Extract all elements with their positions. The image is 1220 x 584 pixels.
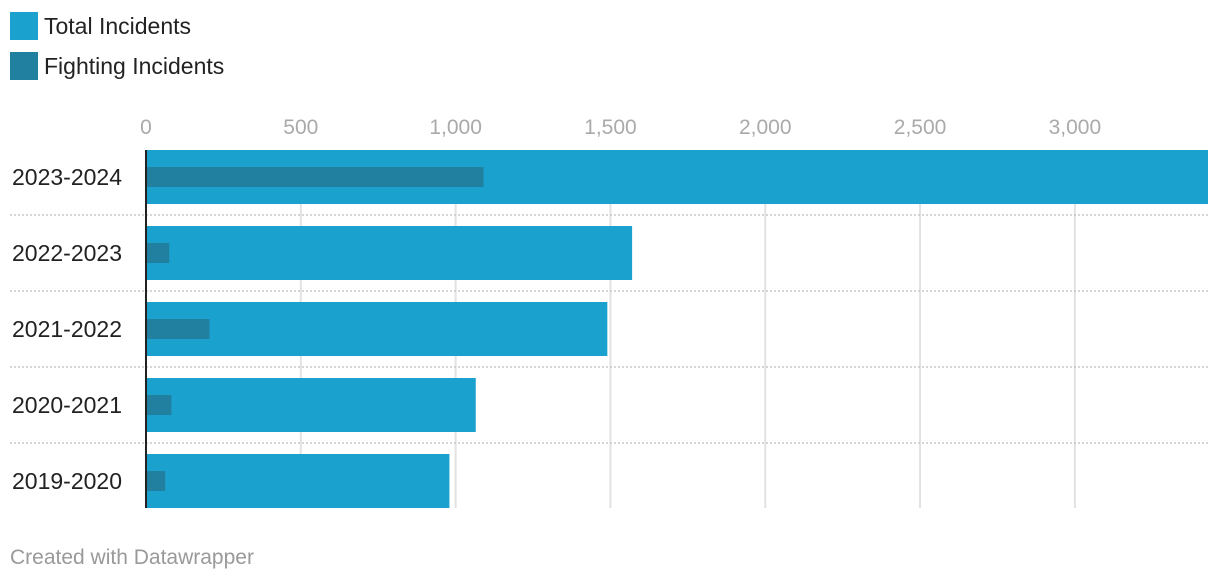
legend-label-total: Total Incidents <box>44 12 192 39</box>
legend-swatch-fighting <box>10 52 38 80</box>
x-tick-label: 2,000 <box>739 116 792 139</box>
bar-total <box>146 454 450 508</box>
legend-item-total: Total Incidents <box>10 12 224 40</box>
bar-total <box>146 226 633 280</box>
legend-item-fighting: Fighting Incidents <box>10 52 224 80</box>
bar-fighting <box>146 319 210 339</box>
credit-text: Created with Datawrapper <box>10 546 254 569</box>
bar-fighting <box>146 243 170 263</box>
x-tick-label: 500 <box>283 116 318 139</box>
category-label: 2020-2021 <box>12 392 122 418</box>
x-tick-label: 2,500 <box>894 116 947 139</box>
x-tick-label: 1,500 <box>584 116 637 139</box>
bar-fighting <box>146 167 484 187</box>
category-label: 2019-2020 <box>12 468 122 494</box>
bar-total <box>146 378 476 432</box>
legend-label-fighting: Fighting Incidents <box>44 52 225 79</box>
bar-fighting <box>146 395 172 415</box>
x-tick-label: 0 <box>140 116 152 139</box>
category-label: 2022-2023 <box>12 240 122 266</box>
category-label: 2023-2024 <box>12 164 122 190</box>
bar-fighting <box>146 471 166 491</box>
x-tick-label: 1,000 <box>429 116 482 139</box>
bar-total <box>146 302 608 356</box>
legend-swatch-total <box>10 12 38 40</box>
category-label: 2021-2022 <box>12 316 122 342</box>
x-tick-label: 3,000 <box>1049 116 1102 139</box>
legend: Total Incidents Fighting Incidents <box>10 12 224 92</box>
